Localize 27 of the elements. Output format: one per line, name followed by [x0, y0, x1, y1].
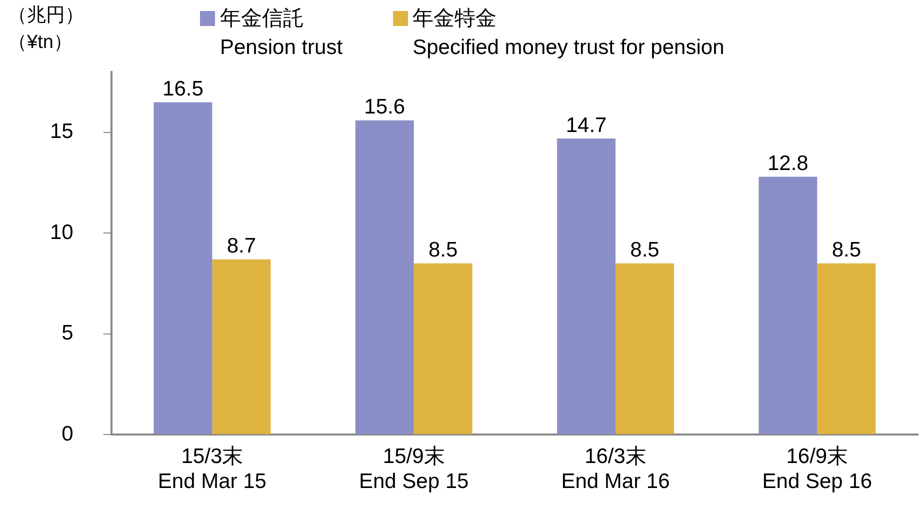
y-tick-label: 0 — [62, 422, 74, 446]
data-label: 8.7 — [226, 234, 256, 258]
x-tick-label: 15/3末 End Mar 15 — [158, 444, 266, 494]
data-label: 8.5 — [630, 238, 660, 262]
bar — [355, 120, 414, 434]
data-label: 16.5 — [162, 78, 204, 101]
data-label: 8.5 — [428, 238, 458, 262]
x-tick-label: 15/9末 End Sep 15 — [358, 444, 469, 494]
y-axis-title: （兆円）（¥tn） — [8, 4, 85, 55]
data-label: 12.8 — [767, 152, 808, 176]
y-tick-label: 15 — [50, 120, 74, 144]
y-tick-label: 5 — [62, 322, 74, 345]
bar — [212, 259, 271, 434]
data-label: 8.5 — [832, 238, 862, 262]
x-tick-label: 16/3末 End Mar 16 — [561, 444, 670, 494]
bar — [154, 102, 212, 434]
bar — [616, 263, 674, 434]
bar — [557, 138, 616, 434]
data-label: 15.6 — [364, 96, 406, 119]
y-tick-label: 10 — [50, 220, 74, 244]
bar — [414, 263, 472, 434]
legend-label: 年金特金 Specified money trust for pension — [412, 6, 724, 61]
bar — [817, 263, 876, 434]
bar — [758, 176, 818, 434]
data-label: 14.7 — [566, 114, 607, 137]
x-tick-label: 16/9末 End Sep 16 — [762, 444, 872, 494]
legend-label: 年金信託 Pension trust — [220, 6, 343, 61]
